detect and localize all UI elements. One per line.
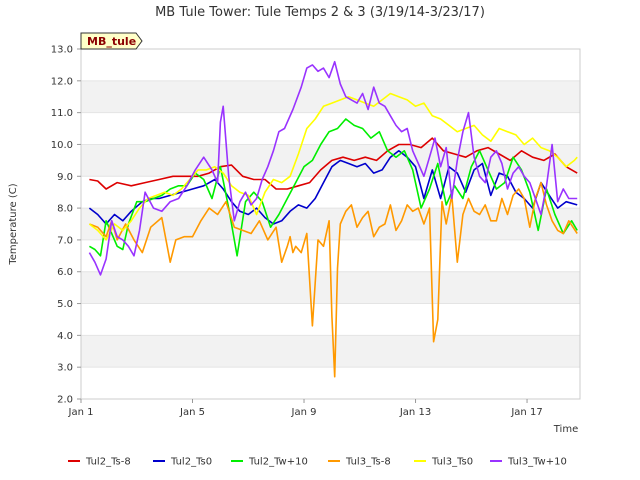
y-tick-label: 7.0 <box>57 235 73 246</box>
y-tick-label: 8.0 <box>57 204 73 215</box>
y-tick-label: 3.0 <box>57 363 73 374</box>
series-line-tul3-tw-10 <box>88 60 578 276</box>
chart-title: MB Tule Tower: Tule Temps 2 & 3 (3/19/14… <box>155 5 485 20</box>
grid-band <box>81 303 580 336</box>
legend-item[interactable]: Tul3_Ts-8 <box>328 457 391 468</box>
legend-item[interactable]: Tul2_Ts0 <box>153 457 212 468</box>
x-tick-label: Jan 5 <box>179 407 205 418</box>
y-tick-label: 2.0 <box>57 395 73 406</box>
series-line-tul3-ts-8 <box>89 181 578 378</box>
legend-label: Tul3_Ts0 <box>431 457 473 468</box>
legend-item[interactable]: Tul3_Ts0 <box>414 457 473 468</box>
series-lines <box>88 60 578 378</box>
badge-box <box>80 32 143 50</box>
y-tick-label: 5.0 <box>57 299 73 310</box>
grid-bands <box>81 48 580 400</box>
series-line-tul3-ts0 <box>88 92 578 241</box>
series-line-tul2-tw-10 <box>88 118 578 257</box>
y-tick-label: 13.0 <box>51 45 73 56</box>
y-tick-label: 4.0 <box>57 331 73 342</box>
grid-band <box>81 144 580 177</box>
y-tick-label: 10.0 <box>51 140 73 151</box>
grid-band <box>81 80 580 113</box>
grid-band <box>81 367 580 399</box>
series-badge: MB_tule <box>80 32 143 50</box>
x-tick-label: Jan 13 <box>399 407 431 418</box>
grid-band <box>81 335 580 368</box>
legend-item[interactable]: Tul2_Tw+10 <box>231 457 308 468</box>
legend-item[interactable]: Tul2_Ts-8 <box>68 457 131 468</box>
grid-band <box>81 49 580 81</box>
legend-label: Tul3_Ts-8 <box>345 457 391 468</box>
axes: 2.0 3.0 4.0 5.0 6.0 7.0 8.0 9.0 10.0 11.0 12.0 13.0… <box>51 45 581 418</box>
y-tick-label: 6.0 <box>57 267 73 278</box>
legend-label: Tul2_Ts0 <box>170 457 212 468</box>
x-tick-label: Jan 17 <box>510 407 542 418</box>
legend-item[interactable]: Tul3_Tw+10 <box>490 457 567 468</box>
legend-label: Tul2_Ts-8 <box>85 457 131 468</box>
y-tick-label: 12.0 <box>51 76 73 87</box>
plot-frame <box>80 48 581 400</box>
grid-band <box>81 208 580 240</box>
y-axis-label: Temperature (C) <box>8 183 19 265</box>
legend-label: Tul3_Tw+10 <box>507 457 567 468</box>
legend: Tul2_Ts-8 Tul2_Ts0 Tul2_Tw+10 Tul3_Ts-8 Tul3… <box>68 457 567 468</box>
grid-band <box>81 112 580 145</box>
badge-label: MB_tule <box>87 35 136 48</box>
x-tick-label: Jan 1 <box>68 407 94 418</box>
x-axis-label: Time <box>553 424 578 435</box>
legend-label: Tul2_Tw+10 <box>248 457 308 468</box>
x-tick-label: Jan 9 <box>291 407 317 418</box>
y-tick-label: 9.0 <box>57 172 73 183</box>
y-tick-label: 11.0 <box>51 108 73 119</box>
